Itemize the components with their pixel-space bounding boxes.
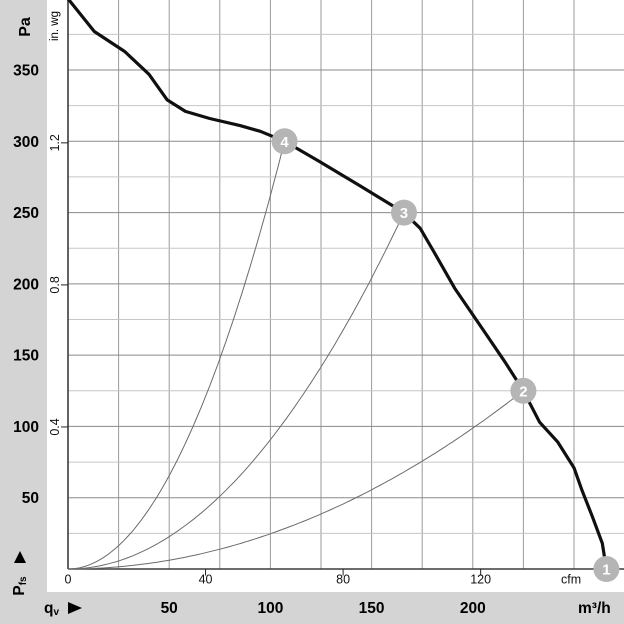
flow-axis-symbol: qv xyxy=(44,600,59,618)
flow-tick-label: 200 xyxy=(460,600,486,617)
pressure-unit-label: Pa xyxy=(17,17,34,37)
flow-tick-label: 150 xyxy=(359,600,385,617)
operating-point-number: 2 xyxy=(519,383,527,400)
pa-tick-label: 100 xyxy=(13,419,39,436)
pressure-symbol-base: P xyxy=(11,585,28,596)
operating-point-2 xyxy=(510,377,537,404)
pressure-secondary-unit-label: in. wg xyxy=(49,10,61,42)
operating-point-number: 4 xyxy=(280,134,289,151)
inwg-tick-label: 1.2 xyxy=(48,134,62,151)
cfm-tick-label: 120 xyxy=(470,573,491,587)
pressure-axis-arrow-icon xyxy=(14,551,26,563)
flow-tick-label: 100 xyxy=(257,600,283,617)
operating-point-1 xyxy=(593,556,620,582)
flow-tick-label: 50 xyxy=(161,600,178,617)
operating-point-number: 1 xyxy=(602,562,610,579)
flow-axis-arrow-icon xyxy=(68,602,82,614)
system-curve-2 xyxy=(68,390,524,570)
pa-tick-label: 200 xyxy=(13,276,39,293)
pa-tick-label: 250 xyxy=(13,205,39,222)
operating-point-number: 3 xyxy=(400,205,408,222)
inwg-tick-label: 0.8 xyxy=(48,276,62,293)
cfm-unit-label: cfm xyxy=(561,573,581,587)
flow-symbol-sub: v xyxy=(53,607,60,618)
pa-tick-label: 350 xyxy=(13,63,39,80)
system-curve-3 xyxy=(67,212,405,570)
cfm-tick-label: 80 xyxy=(336,573,350,587)
pa-tick-label: 150 xyxy=(13,348,39,365)
operating-point-3 xyxy=(390,199,417,226)
operating-point-4 xyxy=(271,128,298,155)
plot-background xyxy=(47,0,624,592)
system-curve-4 xyxy=(67,141,286,570)
pa-tick-label: 50 xyxy=(22,490,39,507)
flow-unit-label: m³/h xyxy=(578,600,611,617)
inwg-tick-label: 0.4 xyxy=(48,418,62,435)
origin-label: 0 xyxy=(65,573,72,587)
cfm-tick-label: 40 xyxy=(199,573,213,587)
pressure-axis-symbol: Pfs xyxy=(10,561,30,611)
pa-tick-label: 300 xyxy=(13,134,39,151)
flow-symbol-base: q xyxy=(44,600,54,617)
pressure-symbol-sub: fs xyxy=(18,576,29,586)
